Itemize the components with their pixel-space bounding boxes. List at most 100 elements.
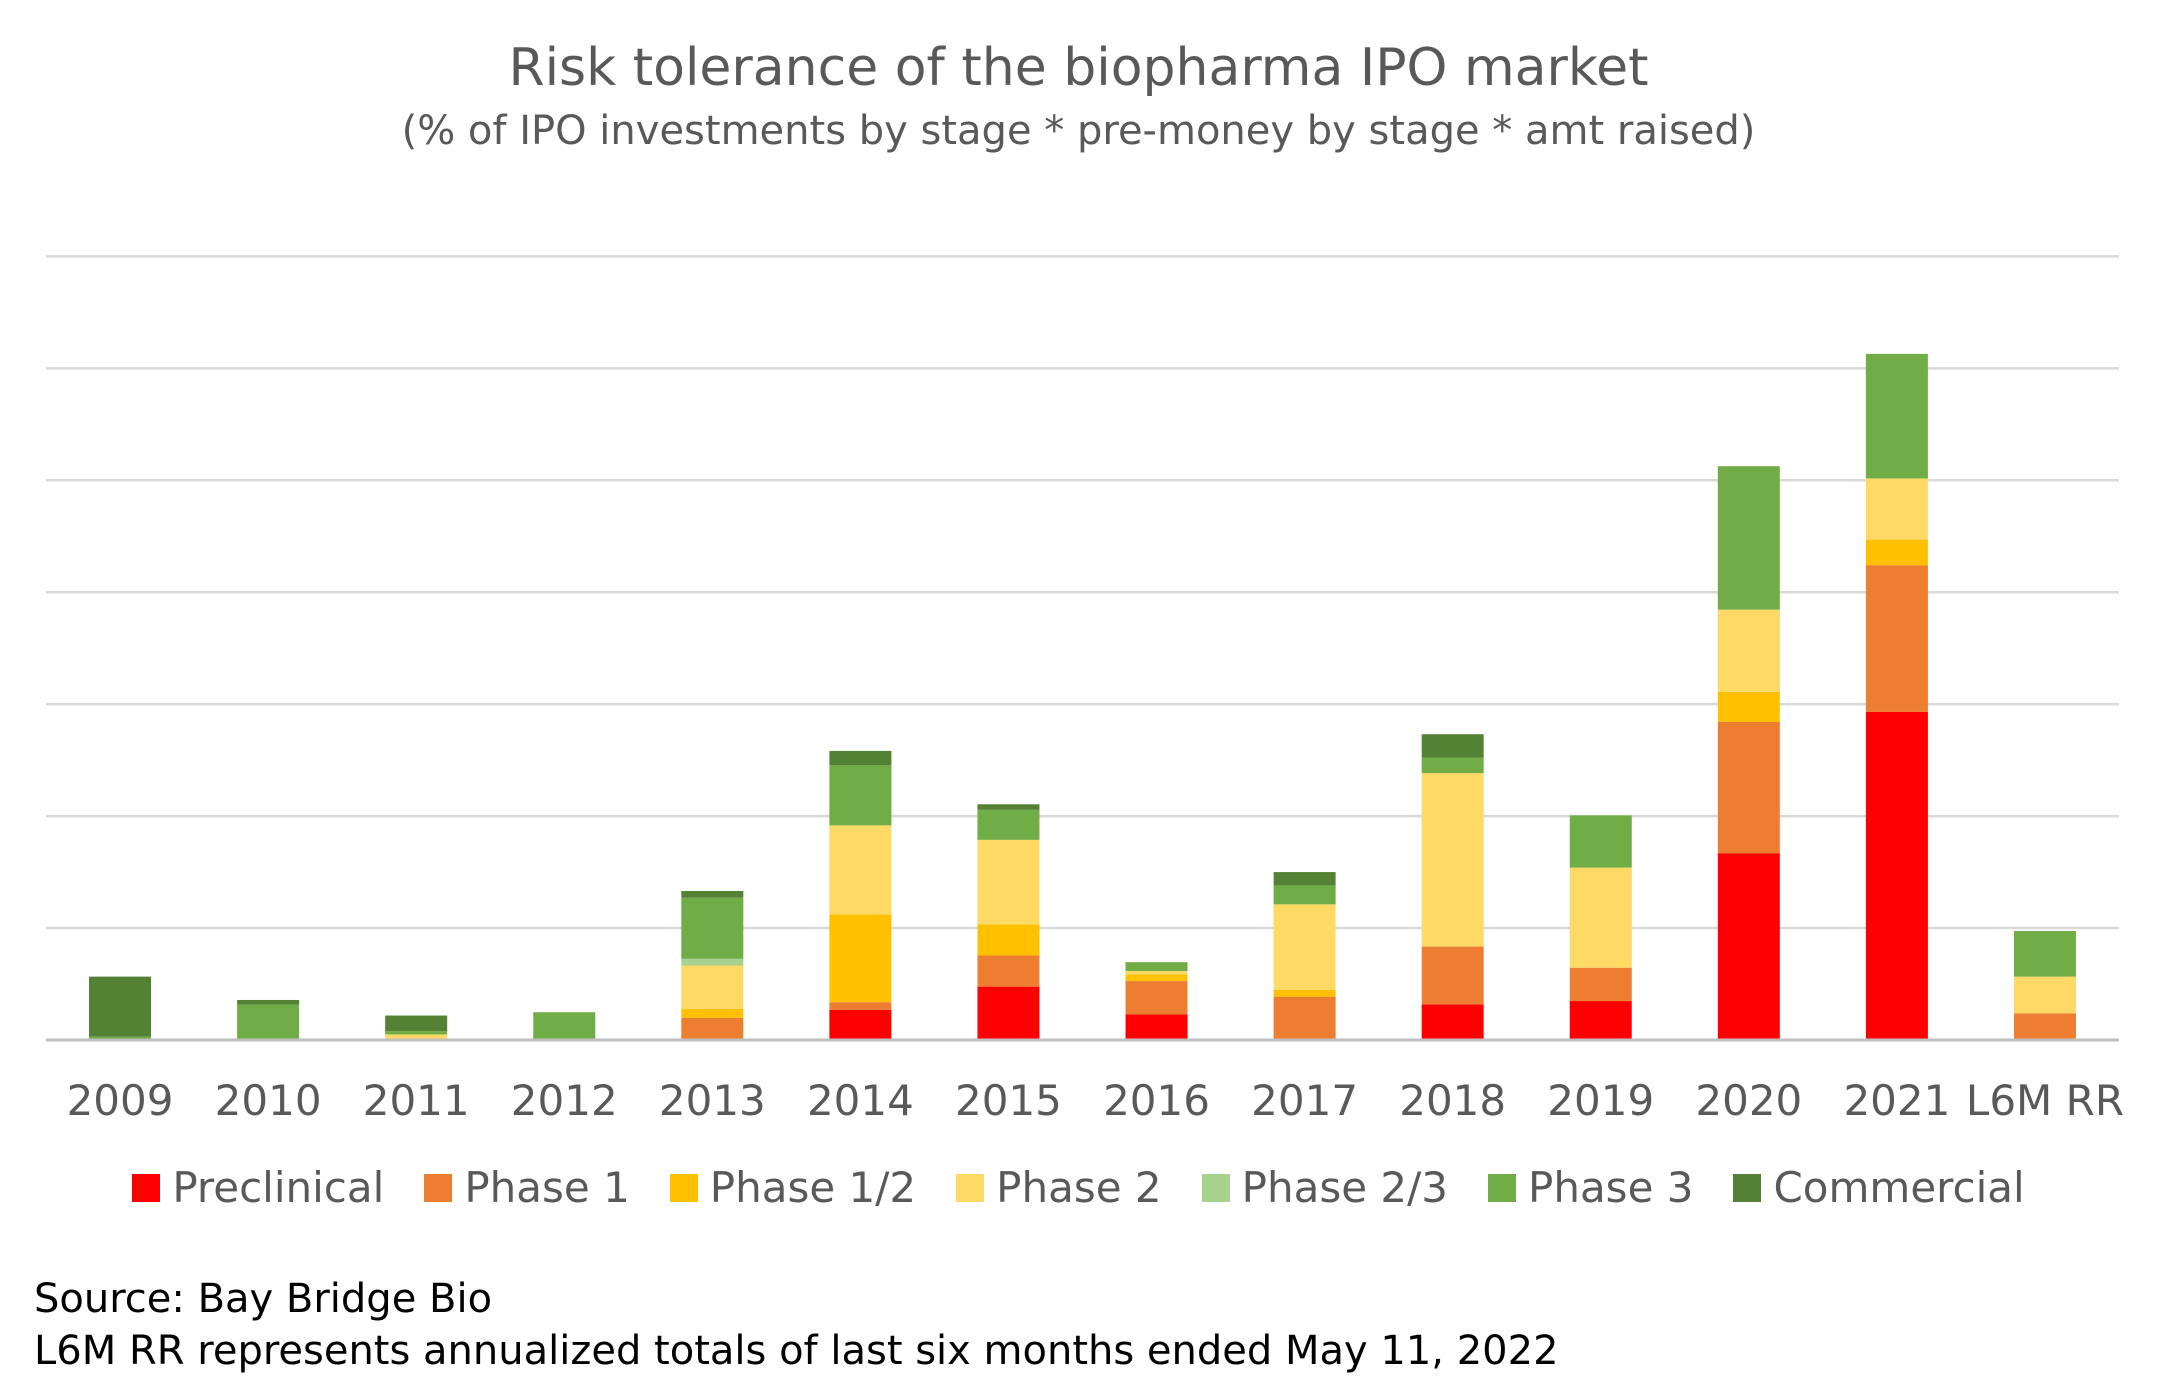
bar-segment [1569, 967, 1632, 1002]
x-tick-label: 2011 [363, 1076, 470, 1125]
legend-item: Preclinical [132, 1163, 384, 1212]
bar-segment [681, 897, 744, 959]
legend-item: Phase 1/2 [669, 1163, 917, 1212]
x-tick-label: 2021 [1843, 1076, 1950, 1125]
x-tick-label: 2012 [511, 1076, 618, 1125]
legend-swatch [1733, 1173, 1762, 1202]
legend-swatch [132, 1173, 161, 1202]
legend-swatch [669, 1173, 698, 1202]
bar-segment [1865, 539, 1928, 566]
bar-segment [1273, 872, 1336, 886]
bar-segment [977, 804, 1040, 810]
legend-label: Phase 2/3 [1241, 1163, 1448, 1212]
bar-segment [1717, 853, 1780, 1040]
bar-segment [385, 1031, 448, 1035]
bar-segment [1569, 867, 1632, 968]
bar-segment [681, 958, 744, 966]
bar-segment [2013, 1013, 2076, 1040]
bar-segment [1421, 734, 1484, 758]
bar-segment [2013, 976, 2076, 1014]
x-tick-label: 2015 [955, 1076, 1062, 1125]
legend-item: Phase 1 [424, 1163, 630, 1212]
footnote-l6m-rr: L6M RR represents annualized totals of l… [34, 1328, 1559, 1374]
x-tick-label: 2010 [215, 1076, 322, 1125]
bar-segment [89, 976, 152, 1037]
bar-segment [2013, 931, 2076, 977]
bar-segment [89, 1036, 152, 1040]
bar-segment [1717, 721, 1780, 854]
bar-segment [681, 1017, 744, 1040]
bar-segment [829, 825, 892, 915]
bar-segment [829, 765, 892, 826]
x-tick-label: 2017 [1251, 1076, 1358, 1125]
x-tick-label: 2009 [67, 1076, 174, 1125]
x-tick-label: 2018 [1399, 1076, 1506, 1125]
bar-segment [829, 1002, 892, 1010]
bar-segment [1273, 904, 1336, 990]
legend-swatch [1201, 1173, 1230, 1202]
bar-segment [681, 965, 744, 1009]
chart-title: Risk tolerance of the biopharma IPO mark… [508, 38, 1649, 98]
bar-segment [1125, 962, 1188, 972]
bar-segment [1125, 971, 1188, 975]
footnote-source: Source: Bay Bridge Bio [34, 1276, 493, 1322]
x-tick-label: 2020 [1695, 1076, 1802, 1125]
legend-label: Preclinical [172, 1163, 385, 1212]
bar-segment [829, 1009, 892, 1040]
x-tick-label: 2016 [1103, 1076, 1210, 1125]
bar-segment [385, 1015, 448, 1032]
bar-segment [829, 750, 892, 766]
legend-swatch [956, 1173, 985, 1202]
bar-segment [237, 1004, 300, 1040]
bar-segment [829, 914, 892, 1003]
legend-label: Phase 1/2 [709, 1163, 917, 1212]
legend-item: Phase 2/3 [1201, 1163, 1448, 1212]
legend: Preclinical Phase 1 Phase 1/2 Phase 2 Phase … [0, 1160, 2157, 1212]
bar-segment [1421, 757, 1484, 774]
bar-segment [1569, 815, 1632, 868]
bar-segment [977, 986, 1040, 1040]
bar-segment [977, 924, 1040, 956]
bar-segment [237, 999, 300, 1005]
bar-segment [1717, 466, 1780, 610]
bar-segment [977, 809, 1040, 840]
bar-segment [1865, 565, 1928, 712]
bars [89, 353, 2076, 1040]
bar-segment [1717, 609, 1780, 692]
bar-segment [977, 839, 1040, 925]
legend-swatch [424, 1173, 453, 1202]
bar-segment [1717, 691, 1780, 722]
bar-segment [681, 890, 744, 898]
x-tick-label: 2014 [807, 1076, 914, 1125]
legend-label: Commercial [1773, 1163, 2025, 1212]
bar-segment [1125, 1014, 1188, 1040]
bar-segment [1273, 989, 1336, 997]
bar-segment [1125, 974, 1188, 982]
legend-item: Phase 3 [1488, 1163, 1693, 1212]
bar-segment [1421, 946, 1484, 1005]
legend-swatch [1488, 1173, 1516, 1202]
chart-subtitle: (% of IPO investments by stage * pre-mon… [401, 108, 1756, 154]
bar-segment [1865, 711, 1928, 1040]
legend-item: Commercial [1733, 1163, 2025, 1212]
x-tick-label: L6M RR [1966, 1076, 2124, 1125]
gridlines [46, 255, 2119, 930]
bar-segment [681, 1008, 744, 1018]
bar-segment [1865, 353, 1928, 479]
bar-segment [1421, 773, 1484, 947]
legend-item: Phase 2 [956, 1163, 1162, 1212]
bar-segment [1125, 981, 1188, 1015]
legend-label: Phase 1 [464, 1163, 630, 1212]
bar-segment [977, 955, 1040, 987]
bar-segment [1569, 1001, 1632, 1040]
bar-segment [1273, 996, 1336, 1040]
legend-label: Phase 2 [996, 1163, 1162, 1212]
bar-segment [385, 1034, 448, 1040]
bar-segment [1273, 885, 1336, 905]
bar-segment [1421, 1004, 1484, 1040]
bar-segment [533, 1012, 596, 1040]
x-tick-label: 2019 [1547, 1076, 1654, 1125]
x-tick-labels: 2009 2010 2011 2012 2013 2014 2015 2016 2017 2018… [67, 1076, 2124, 1125]
legend-label: Phase 3 [1528, 1163, 1694, 1212]
